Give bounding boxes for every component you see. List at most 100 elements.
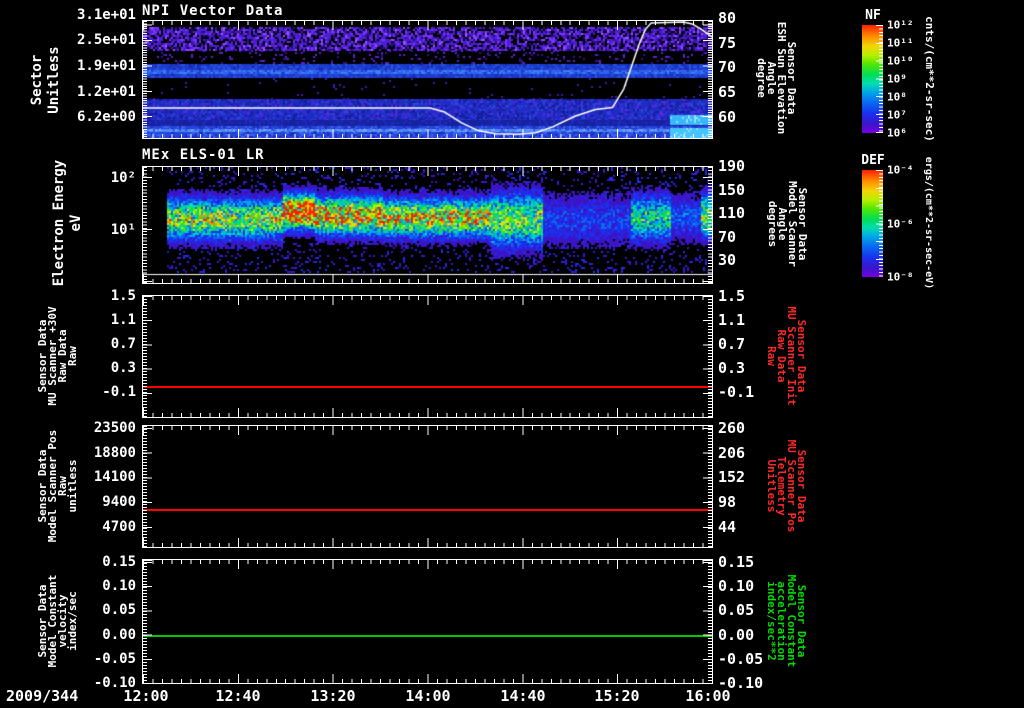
y-axis-label-line: Sector xyxy=(29,54,45,106)
x-tick-label: 14:00 xyxy=(405,687,451,705)
y2-tick-label: 0.3 xyxy=(718,359,746,377)
panel2-title: MEx ELS-01 LR xyxy=(142,147,265,163)
y-tick-label: 0.10 xyxy=(102,578,136,594)
y2-tick-label: 0.7 xyxy=(718,335,746,353)
colorbar-nf xyxy=(862,25,883,133)
panel1-right-axis-label: Sensor Data ESH Sun Elevation Angle degr… xyxy=(755,22,798,135)
panel3-right-axis-label: Sensor Data MU Scanner Init Raw Data Raw xyxy=(765,306,808,405)
y2-axis-label-line: index/sec**2 xyxy=(765,581,778,661)
tick-marks xyxy=(708,426,712,547)
tick-marks xyxy=(708,296,712,417)
y-tick-label: -0.1 xyxy=(102,384,136,400)
y-tick-label: 9400 xyxy=(102,494,136,510)
colorbar-units-text: cnts/(cm**2-sr-sec) xyxy=(923,16,936,142)
y2-tick-label: 75 xyxy=(718,34,737,52)
model-constant-velocity-panel xyxy=(142,559,713,684)
colorbar-tick-label: 10¹² xyxy=(887,18,914,32)
tick-marks xyxy=(143,426,152,547)
y2-tick-label: 0.05 xyxy=(718,601,755,619)
tick-marks xyxy=(143,426,147,547)
colorbar-tick-label: 10⁸ xyxy=(887,90,907,104)
y-tick-label: 0.15 xyxy=(102,554,136,570)
panel1-y-axis-label: Sector Unitless xyxy=(29,46,63,113)
colorbar-def xyxy=(862,170,883,277)
panel5-right-axis-label: Sensor Data Model Constant acceleration … xyxy=(765,575,808,668)
y2-tick-label: 60 xyxy=(718,108,737,126)
model-scanner-pos-panel xyxy=(142,425,713,548)
y-tick-label: 1.1 xyxy=(110,312,136,328)
y-tick-label: 0.00 xyxy=(102,627,136,643)
y-tick-label: 1.5 xyxy=(110,288,136,304)
y-tick-label: 3.1e+01 xyxy=(76,7,136,23)
y2-tick-label: 150 xyxy=(718,181,746,199)
y2-tick-label: 30 xyxy=(718,251,737,269)
y2-tick-label: 70 xyxy=(718,228,737,246)
els-spectrogram-panel xyxy=(142,166,713,284)
tick-marks xyxy=(143,413,712,417)
y-tick-label: -0.10 xyxy=(93,675,136,691)
panel2-right-axis-label: Sensor Data Model Scanner Angle degrees xyxy=(766,181,809,267)
y-tick-label: 14100 xyxy=(93,469,136,485)
y2-tick-label: 65 xyxy=(718,83,737,101)
y2-tick-label: 110 xyxy=(718,204,746,222)
tick-marks xyxy=(143,674,712,683)
y2-tick-label: 1.5 xyxy=(718,287,746,305)
tick-marks xyxy=(143,538,712,547)
y-tick-label: 0.05 xyxy=(102,602,136,618)
y-tick-label: 1.9e+01 xyxy=(76,58,136,74)
y2-tick-label: -0.10 xyxy=(718,674,764,692)
y-tick-label: 23500 xyxy=(93,420,136,436)
tick-marks xyxy=(143,296,712,305)
panel1-title: NPI Vector Data xyxy=(142,3,284,19)
y2-tick-label: 0.00 xyxy=(718,626,755,644)
y-tick-label: 1.2e+01 xyxy=(76,84,136,100)
y2-axis-label-line: degree xyxy=(755,58,768,98)
colorbar-units-text: ergs/(cm**2-sr-sec-eV) xyxy=(923,156,934,290)
tick-marks xyxy=(143,560,712,569)
tick-marks xyxy=(143,679,712,683)
y2-tick-label: 80 xyxy=(718,9,737,27)
y-tick-label: 0.7 xyxy=(110,336,136,352)
tick-marks xyxy=(143,426,712,430)
y-tick-label: 4700 xyxy=(102,519,136,535)
y2-tick-label: 98 xyxy=(718,493,737,511)
tick-marks xyxy=(143,560,712,564)
y2-tick-label: 44 xyxy=(718,518,737,536)
y-tick-label: 0.3 xyxy=(110,360,136,376)
y2-tick-label: 206 xyxy=(718,444,746,462)
x-tick-label: 15:20 xyxy=(594,687,640,705)
y-tick-label: 2.5e+01 xyxy=(76,32,136,48)
colorbar-nf-units: cnts/(cm**2-sr-sec) xyxy=(923,16,936,142)
colorbar-tick-label: 10⁷ xyxy=(887,108,907,122)
y-tick-label: 18800 xyxy=(93,445,136,461)
colorbar-tick-label: 10⁶ xyxy=(887,126,907,140)
x-tick-label: 12:40 xyxy=(215,687,261,705)
y2-tick-label: 70 xyxy=(718,58,737,76)
colorbar-tick-label: 10¹⁰ xyxy=(887,54,914,68)
colorbar-tick-label: 10⁹ xyxy=(887,72,907,86)
tick-marks xyxy=(703,560,712,683)
tick-marks xyxy=(143,296,712,300)
tick-marks xyxy=(143,560,147,683)
panel4-right-axis-label: Sensor Data MU Scanner Pos Telemetry Uni… xyxy=(765,440,808,533)
x-tick-label: 16:00 xyxy=(685,687,731,705)
tick-marks xyxy=(708,560,712,683)
y2-axis-label-line: degrees xyxy=(766,200,779,248)
x-tick-label: 13:20 xyxy=(310,687,356,705)
y2-tick-label: -0.1 xyxy=(718,383,755,401)
y-tick-label: 6.2e+00 xyxy=(76,109,136,125)
y2-tick-label: 260 xyxy=(718,419,746,437)
y2-tick-label: 152 xyxy=(718,468,746,486)
mu-scanner-30v-panel xyxy=(142,295,713,418)
y-tick-label: 10² xyxy=(110,170,136,186)
y2-tick-label: -0.05 xyxy=(718,650,764,668)
colorbar-tick-label: 10⁻⁴ xyxy=(887,163,914,177)
tick-marks xyxy=(143,426,712,435)
colorbar-tick-label: 10¹¹ xyxy=(887,36,914,50)
colorbar-def-title: DEF xyxy=(861,153,885,168)
y2-tick-label: 0.10 xyxy=(718,577,755,595)
y-axis-label-line: Unitless xyxy=(46,46,62,114)
colorbar-tick-label: 10⁻⁶ xyxy=(887,217,914,231)
y2-tick-label: 0.15 xyxy=(718,553,755,571)
